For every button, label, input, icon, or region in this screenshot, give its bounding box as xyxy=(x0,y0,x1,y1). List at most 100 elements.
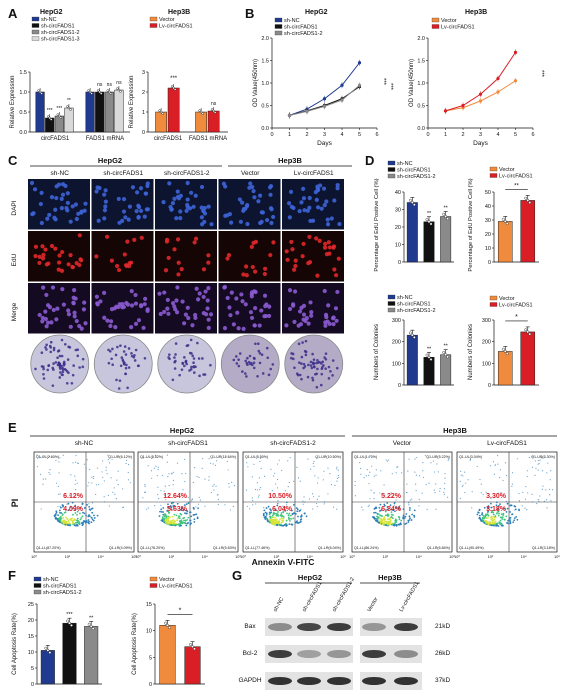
event-dot xyxy=(92,477,94,480)
cell-nucleus xyxy=(262,271,267,277)
event-dot xyxy=(278,520,280,522)
event-dot xyxy=(388,521,391,524)
blot-row-label: Bcl-2 xyxy=(243,650,258,657)
legend-swatch xyxy=(33,589,42,595)
event-dot xyxy=(187,502,190,504)
cell-nucleus xyxy=(143,296,148,301)
quadrant-ll-label: Q1-LL(86.24%) xyxy=(354,546,379,550)
event-dot xyxy=(166,454,169,456)
event-dot xyxy=(265,516,267,518)
event-dot xyxy=(383,504,386,507)
cell-nucleus xyxy=(253,306,258,311)
event-dot xyxy=(270,509,272,512)
protein-band xyxy=(362,650,386,658)
cell-nucleus xyxy=(33,253,38,259)
event-dot xyxy=(71,507,74,510)
cell-nucleus xyxy=(315,186,320,191)
event-dot xyxy=(42,478,44,480)
event-dot xyxy=(497,492,499,494)
cell-nucleus xyxy=(61,302,67,307)
event-dot xyxy=(443,493,445,495)
event-dot xyxy=(165,499,167,501)
cell-nucleus xyxy=(324,199,329,204)
event-dot xyxy=(270,468,272,470)
event-dot xyxy=(368,483,370,485)
data-point xyxy=(108,90,111,94)
event-dot xyxy=(103,496,105,498)
cell-nucleus xyxy=(162,309,167,315)
legend-swatch xyxy=(431,17,440,23)
event-dot xyxy=(375,474,377,476)
cell-nucleus xyxy=(268,252,273,258)
event-dot xyxy=(379,503,382,506)
event-dot xyxy=(505,511,508,513)
colony-dot xyxy=(125,363,128,367)
colony-dot xyxy=(64,342,67,346)
cell-nucleus xyxy=(59,206,64,211)
event-dot xyxy=(255,503,257,505)
data-point xyxy=(58,114,61,118)
cell-nucleus xyxy=(326,303,331,308)
cell-nucleus xyxy=(47,212,52,218)
event-dot xyxy=(191,498,193,500)
event-dot xyxy=(42,483,44,485)
y-tick-label: 0.0 xyxy=(417,126,425,132)
cell-nucleus xyxy=(227,212,233,217)
colony-dot xyxy=(235,362,239,365)
colony-dot xyxy=(298,373,302,377)
colony-dot xyxy=(265,346,269,350)
bar xyxy=(406,334,418,386)
lane-label: Vector xyxy=(367,596,380,613)
event-dot xyxy=(160,511,163,513)
colony-dot xyxy=(132,355,136,359)
event-dot xyxy=(85,521,88,523)
cell-nucleus xyxy=(260,210,265,215)
event-dot xyxy=(459,497,461,500)
y-tick-label: 300 xyxy=(392,318,401,324)
event-dot xyxy=(170,520,173,523)
event-dot xyxy=(497,463,499,465)
protein-band xyxy=(327,677,351,685)
cell-nucleus xyxy=(122,252,127,257)
colony-dot xyxy=(246,356,249,360)
cell-nucleus xyxy=(105,318,110,323)
legend-label: Lv-circFADS1 xyxy=(159,584,193,590)
event-dot xyxy=(173,513,176,516)
event-dot xyxy=(74,483,76,485)
event-dot xyxy=(76,521,79,523)
event-dot xyxy=(418,498,420,500)
event-dot xyxy=(479,478,481,481)
colony-dot xyxy=(319,383,323,387)
event-dot xyxy=(271,489,274,492)
event-dot xyxy=(495,512,498,515)
cell-nucleus xyxy=(336,256,341,261)
colony-dot xyxy=(71,373,75,377)
event-dot xyxy=(375,517,377,520)
cell-nucleus xyxy=(271,240,276,245)
event-dot xyxy=(337,474,340,477)
event-dot xyxy=(185,472,187,475)
data-point xyxy=(159,110,163,114)
quadrant-lr-label: Q1-LR(3.18%) xyxy=(532,546,555,550)
event-dot xyxy=(108,462,111,464)
cell-nucleus xyxy=(335,289,340,295)
cell-nucleus xyxy=(269,220,274,226)
cell-nucleus xyxy=(332,267,337,272)
event-dot xyxy=(165,515,168,518)
event-dot xyxy=(329,472,331,475)
data-point xyxy=(503,219,507,223)
x-axis-label: Annexin V-FITC xyxy=(252,557,315,567)
cell-nucleus xyxy=(241,326,246,332)
event-dot xyxy=(55,459,57,462)
event-dot xyxy=(74,506,77,508)
data-point xyxy=(526,198,530,202)
event-dot xyxy=(214,464,217,466)
cell-nucleus xyxy=(65,208,70,213)
event-dot xyxy=(122,507,124,509)
data-point xyxy=(429,358,433,361)
y-tick-label: 30 xyxy=(485,218,491,224)
colony-dot xyxy=(76,348,80,352)
event-dot xyxy=(176,523,179,526)
y-axis-label: Cell Apoptosis Rate(%) xyxy=(12,613,18,675)
event-dot xyxy=(481,518,484,520)
